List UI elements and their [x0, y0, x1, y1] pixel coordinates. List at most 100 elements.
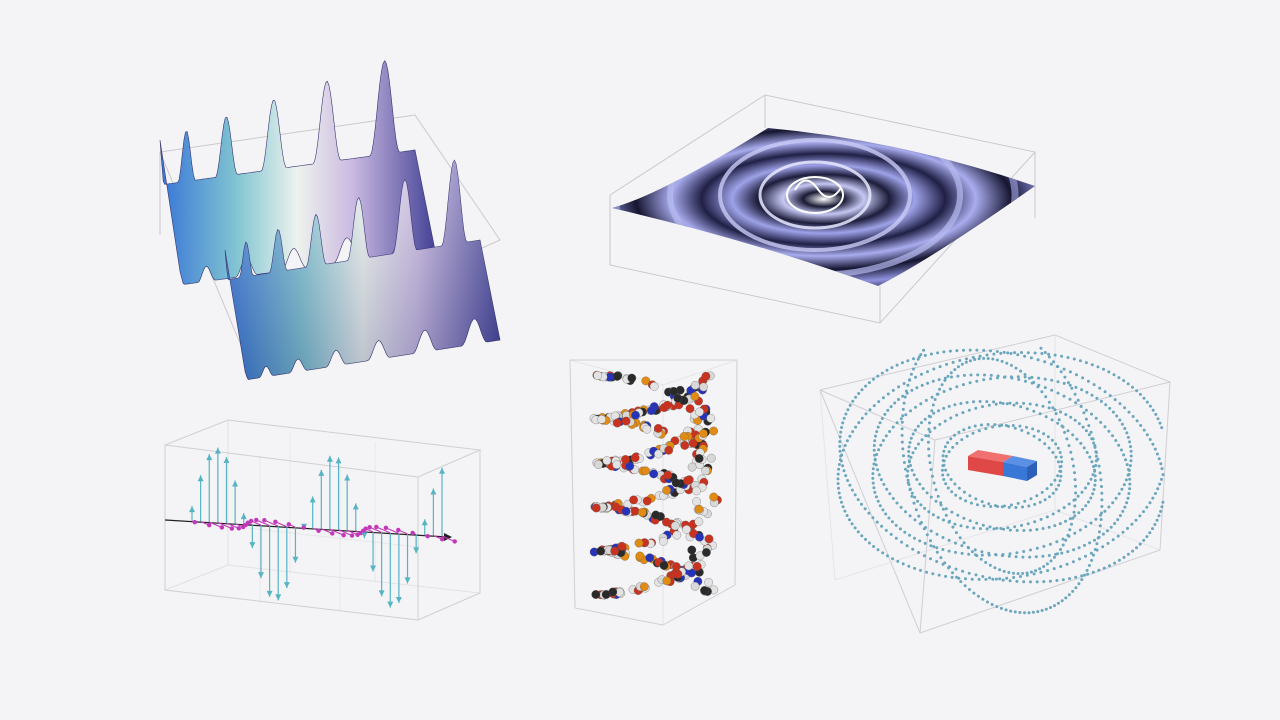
- magnetic-vector-head: [229, 526, 235, 531]
- field-dot: [1047, 400, 1051, 404]
- field-dot: [851, 430, 855, 434]
- field-dot: [841, 464, 845, 468]
- magnetic-vector-head: [316, 528, 321, 533]
- field-dot: [928, 430, 932, 434]
- field-dot: [837, 486, 840, 490]
- field-dot: [942, 478, 946, 481]
- field-dot: [1142, 396, 1146, 400]
- field-dot: [1145, 400, 1149, 404]
- field-dot: [953, 482, 957, 486]
- field-dot: [1023, 373, 1027, 376]
- field-dot: [960, 438, 964, 442]
- field-dot: [1056, 446, 1060, 450]
- field-dot: [838, 444, 842, 448]
- field-dot: [960, 362, 964, 366]
- field-dot: [1053, 353, 1057, 357]
- field-dot: [1003, 375, 1007, 379]
- field-dot: [902, 382, 906, 385]
- field-dot: [1097, 568, 1101, 572]
- field-vectors: [189, 447, 457, 608]
- field-dot: [1035, 580, 1039, 584]
- field-dot: [989, 377, 993, 381]
- atom: [690, 581, 700, 591]
- atom: [662, 576, 672, 586]
- field-dot: [912, 367, 915, 371]
- field-dot: [959, 580, 963, 584]
- field-dot: [1126, 468, 1130, 471]
- wave-surface-shading: [225, 160, 500, 380]
- field-dot: [958, 359, 962, 362]
- field-dot: [839, 430, 843, 434]
- field-dot: [1157, 457, 1161, 461]
- field-dot: [962, 428, 966, 432]
- field-dot: [982, 348, 986, 352]
- field-dot: [1153, 523, 1157, 526]
- field-dot: [901, 447, 905, 451]
- field-dot: [1054, 455, 1058, 459]
- field-dot: [1015, 528, 1019, 532]
- electric-vector-head: [421, 519, 428, 526]
- field-dot: [1013, 525, 1017, 529]
- field-dot: [927, 434, 930, 438]
- field-dot: [1134, 518, 1138, 522]
- field-dot: [1155, 518, 1159, 522]
- field-dot: [1099, 399, 1103, 403]
- magnetic-field-vector: [376, 526, 391, 534]
- field-dot: [1013, 610, 1017, 614]
- field-dot: [1022, 401, 1026, 405]
- field-dot: [900, 420, 904, 424]
- field-dot: [868, 408, 872, 412]
- field-dot: [921, 487, 925, 491]
- field-dot: [1096, 457, 1100, 461]
- field-dot: [882, 482, 886, 486]
- atom: [602, 456, 612, 465]
- field-dot: [982, 504, 986, 508]
- field-dot: [1041, 554, 1045, 558]
- field-dot: [992, 352, 996, 356]
- field-dot: [999, 527, 1003, 530]
- field-dot: [1121, 530, 1125, 534]
- atom: [649, 469, 659, 479]
- field-dot: [1032, 409, 1036, 413]
- field-dot: [989, 505, 993, 508]
- field-dot: [1038, 500, 1042, 504]
- field-dot: [873, 490, 877, 494]
- field-dot: [1153, 447, 1157, 451]
- field-dot: [844, 474, 848, 478]
- field-dot: [965, 525, 969, 529]
- field-dot: [1059, 548, 1062, 551]
- field-dot: [919, 402, 923, 406]
- field-dot: [901, 407, 905, 411]
- field-dot: [1059, 410, 1062, 414]
- field-dot: [1051, 451, 1055, 454]
- field-dot: [996, 374, 1000, 378]
- field-dot: [941, 459, 945, 462]
- magnetic-field-vector: [385, 527, 400, 534]
- field-dot: [1044, 607, 1048, 611]
- field-dot: [837, 491, 841, 495]
- atom: [653, 424, 663, 433]
- field-dot: [1009, 609, 1013, 613]
- field-dot: [1123, 406, 1127, 410]
- atom: [610, 546, 620, 556]
- field-dot: [981, 597, 985, 601]
- atom: [682, 525, 691, 534]
- field-dot: [1091, 473, 1095, 477]
- field-dot: [1131, 385, 1134, 389]
- field-dot: [1076, 494, 1080, 498]
- magnet-top-north: [968, 450, 1013, 462]
- field-dot: [1036, 429, 1040, 433]
- field-dot: [1099, 518, 1103, 521]
- field-dot: [932, 545, 936, 549]
- field-dot: [1145, 505, 1149, 509]
- field-dot: [1027, 376, 1031, 380]
- field-dot: [929, 495, 933, 499]
- field-dot: [1071, 589, 1075, 593]
- atom: [695, 532, 704, 542]
- field-dot: [927, 454, 931, 458]
- field-dot: [987, 502, 991, 506]
- field-dot: [1129, 449, 1133, 453]
- field-dot: [1066, 533, 1070, 537]
- field-dot: [1023, 499, 1027, 503]
- field-dot: [968, 381, 972, 385]
